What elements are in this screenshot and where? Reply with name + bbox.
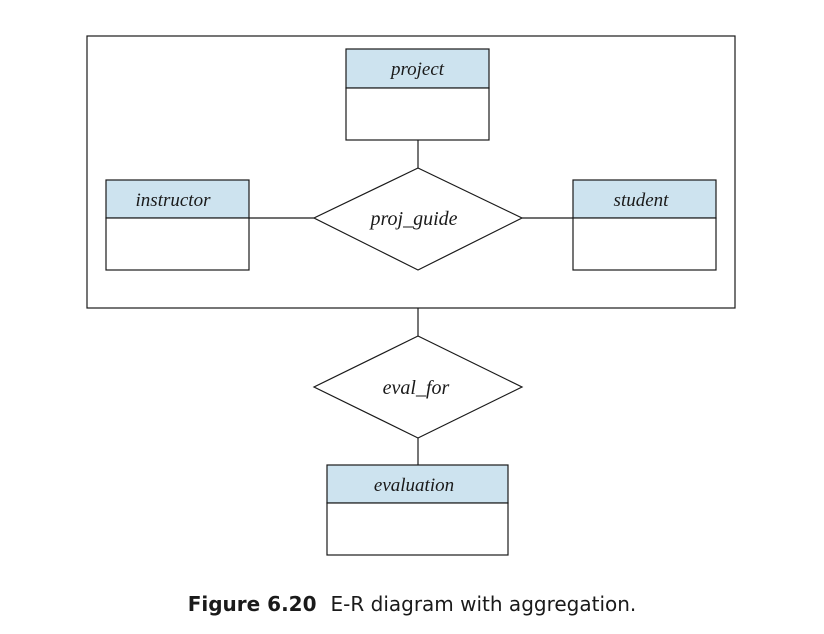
entity-student-label: student <box>614 190 670 211</box>
entity-instructor-label: instructor <box>136 190 212 211</box>
entity-project: project <box>345 48 490 141</box>
relationship-proj-guide-label: proj_guide <box>368 208 457 230</box>
figure-number: Figure 6.20 <box>187 592 317 616</box>
entity-instructor: instructor <box>105 179 250 271</box>
relationship-eval-for: eval_for <box>312 335 524 439</box>
aggregation-box <box>86 35 736 309</box>
relationship-eval-for-label: eval_for <box>383 377 450 399</box>
entity-evaluation-header <box>326 464 509 504</box>
relationship-proj-guide: proj_guide <box>312 167 524 271</box>
entity-instructor-header <box>105 179 250 219</box>
entity-student-header <box>572 179 717 219</box>
entity-project-label: project <box>389 59 445 80</box>
figure-caption-text: E-R diagram with aggregation. <box>330 592 637 616</box>
entity-project-header <box>345 48 490 89</box>
entity-project-body <box>345 87 490 141</box>
er-diagram: project instructor student proj_guide ev… <box>86 35 736 556</box>
entity-evaluation: evaluation <box>326 464 509 556</box>
relationship-eval-for-diamond <box>312 335 524 439</box>
entity-evaluation-body <box>326 502 509 556</box>
figure-caption: Figure 6.20 E-R diagram with aggregation. <box>0 592 824 616</box>
entity-instructor-body <box>105 217 250 271</box>
entity-student: student <box>572 179 717 271</box>
entity-student-body <box>572 217 717 271</box>
entity-evaluation-label: evaluation <box>374 475 454 496</box>
relationship-proj-guide-diamond <box>312 167 524 271</box>
